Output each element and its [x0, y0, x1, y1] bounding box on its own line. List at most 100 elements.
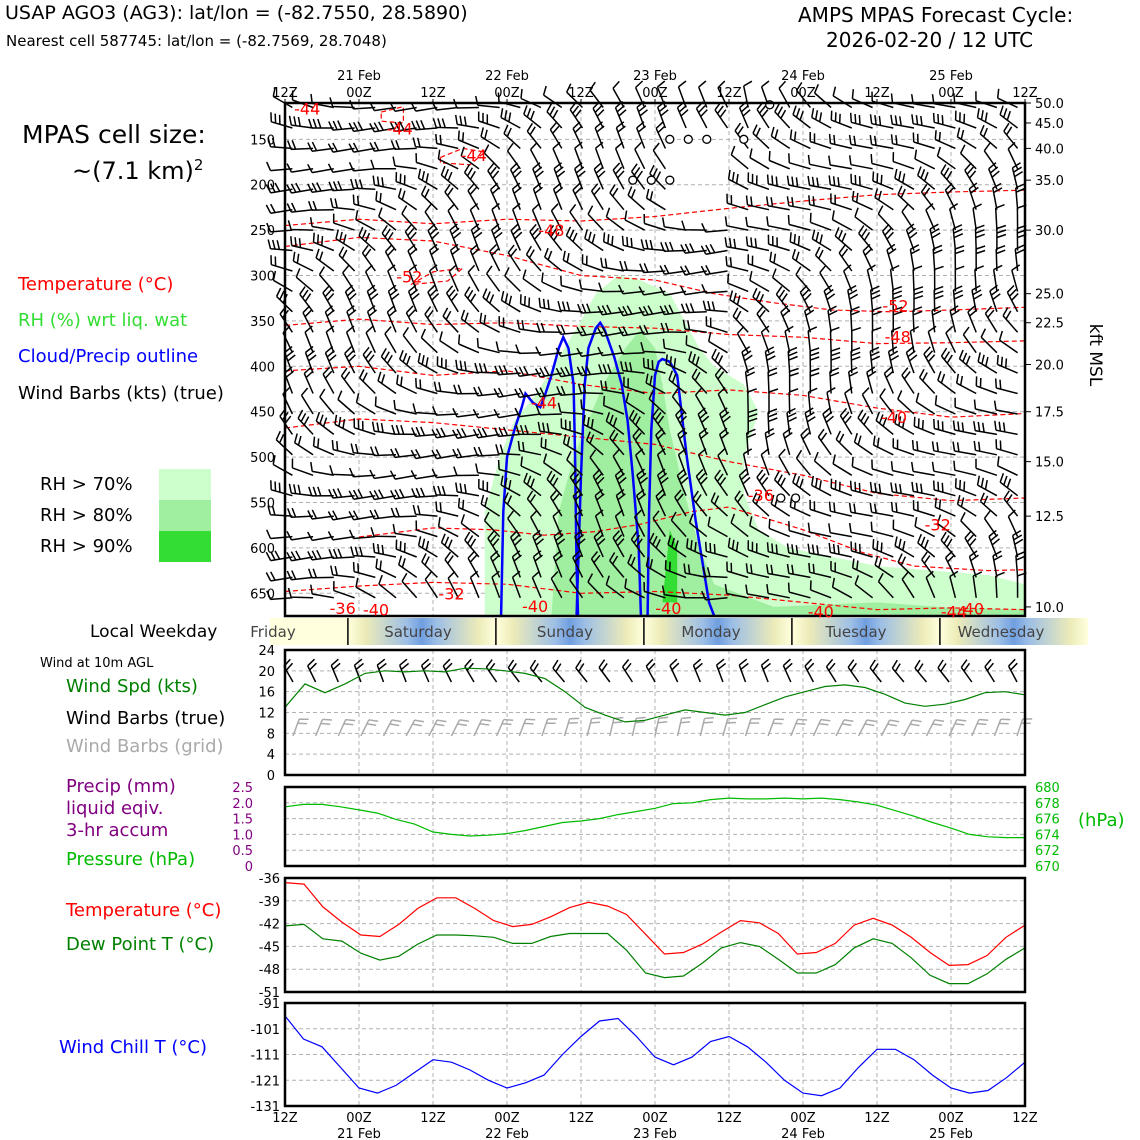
time-tick-top: 12Z [568, 86, 594, 101]
wind-barb [417, 168, 438, 190]
precip-legend-1: Precip (mm) [66, 776, 176, 797]
height-tick-label: 40.0 [1035, 142, 1064, 157]
wind-barb [980, 328, 998, 354]
wind-barb [457, 334, 480, 354]
wind-barb [534, 366, 562, 378]
date-label-bottom: 22 Feb [485, 1127, 529, 1140]
wind-barb [734, 490, 749, 517]
cell-size-text: ~(7.1 km) [72, 157, 194, 185]
wind-barb [962, 326, 977, 354]
wind-barb [411, 487, 438, 499]
wind-barb [871, 306, 882, 333]
wind-barb [659, 264, 687, 275]
wind-barb [766, 542, 790, 558]
wind-barb [312, 232, 335, 252]
wind-barb [636, 468, 649, 496]
surface-grid-wind-barb [790, 718, 808, 737]
wind-barb [890, 326, 901, 353]
time-tick-bottom: 00Z [494, 1111, 520, 1126]
wind-barb [881, 223, 894, 251]
wind-barb [615, 489, 626, 517]
wind-barb [589, 81, 604, 108]
temperature-tick: -36 [259, 872, 280, 887]
wind-barb [514, 387, 542, 399]
wind-barb [444, 551, 459, 578]
wind-barb [866, 264, 876, 292]
wind-barb [945, 325, 957, 354]
wind-barb [427, 284, 440, 313]
wind-barb [995, 244, 1006, 272]
wind-barb [287, 220, 314, 231]
surface-wind-barb [984, 658, 996, 683]
height-axis-label: kft MSL [1085, 324, 1105, 387]
wind-barb [310, 584, 334, 599]
wind-barb [612, 162, 625, 190]
wind-barb [572, 550, 584, 578]
precip-tick: 0 [245, 860, 253, 875]
wind-barb [452, 407, 479, 418]
surface-wind-barb [715, 658, 727, 683]
wind-barb [700, 243, 728, 255]
wind-barb [614, 141, 625, 170]
wind-barb [602, 232, 625, 252]
wind-barb [972, 571, 983, 598]
wind-barb [557, 402, 583, 415]
wind-barb [361, 244, 376, 272]
wind-barb [550, 571, 563, 599]
wind-barb [304, 345, 317, 374]
wind-barb [927, 325, 937, 353]
wind-barb [913, 286, 924, 312]
surface-grid-wind-barb [609, 716, 624, 737]
wind-barb [511, 202, 522, 231]
wind-barb [342, 265, 356, 292]
wind-barb [953, 460, 977, 477]
wind-barb [474, 95, 500, 109]
wind-barb [598, 282, 624, 293]
wind-barb [435, 501, 459, 517]
wind-barb [503, 492, 521, 517]
calm-wind-circle [646, 175, 656, 185]
wind-barb [983, 510, 998, 538]
wind-barb [960, 512, 977, 538]
calm-wind-circle [683, 134, 693, 144]
wind-barb [688, 351, 708, 374]
wind-barb [489, 182, 501, 211]
wind-barb [307, 182, 334, 194]
wind-barb [636, 121, 647, 149]
wind-barb [511, 182, 522, 210]
wind-barb [265, 571, 293, 582]
wind-barb [996, 88, 1018, 109]
surface-grid-wind-barb [722, 717, 738, 737]
wind-barb [765, 563, 790, 579]
surface-grid-wind-barb [767, 718, 784, 737]
wind-barb [593, 162, 606, 190]
wind-barb [292, 251, 314, 272]
rh70-swatch [159, 469, 211, 500]
wind-barb [504, 267, 521, 292]
wind-barb [670, 511, 687, 538]
wind-barb [574, 141, 584, 170]
wind-barb [408, 264, 418, 292]
wind-barb [542, 85, 563, 109]
wind-barb [348, 142, 376, 153]
wind-barb [510, 530, 523, 558]
wind-barb [457, 130, 480, 150]
surface-wind-barb [692, 658, 703, 683]
wind-barb [892, 519, 915, 538]
wind-barb [823, 284, 836, 313]
wind-barb [489, 244, 501, 272]
wind-barb [340, 367, 356, 394]
wind-barb [912, 265, 923, 292]
wind-barb [310, 461, 334, 477]
wind-barb [337, 390, 356, 415]
wind-barb [676, 100, 689, 129]
wind-barb [275, 287, 293, 313]
temperature-contour-label: -52 [396, 267, 422, 286]
wind-barb [695, 468, 708, 497]
wind-barb [485, 265, 501, 292]
wind-barb [871, 459, 894, 477]
wind-barb [431, 101, 459, 111]
wind-barb [652, 142, 667, 170]
surface-grid-wind-barb [1016, 718, 1033, 737]
wind-barb [642, 357, 666, 374]
